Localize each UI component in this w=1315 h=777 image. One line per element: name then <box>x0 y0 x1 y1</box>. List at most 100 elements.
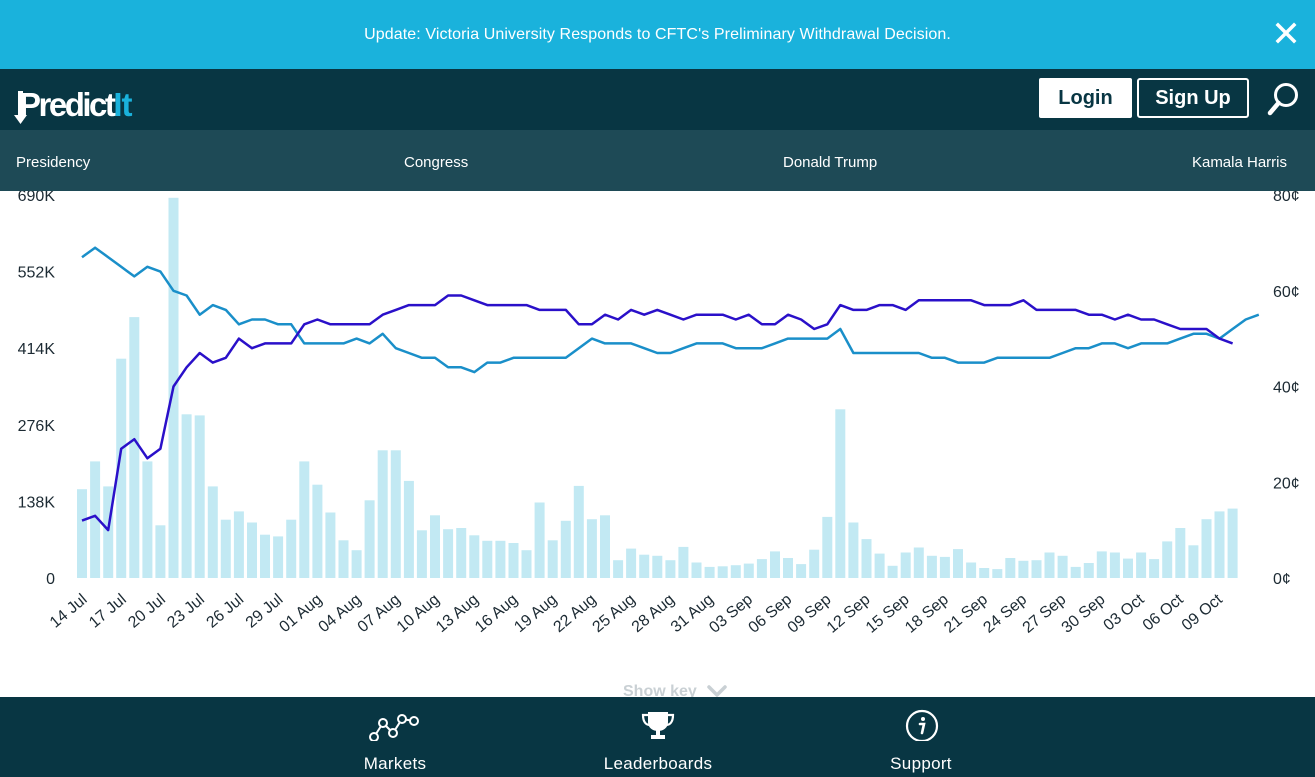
volume-bar <box>443 529 454 578</box>
volume-bar <box>273 536 284 578</box>
volume-bar <box>521 550 532 578</box>
volume-bar <box>103 486 114 578</box>
volume-bar <box>116 358 127 578</box>
x-tick-label: 26 Jul <box>204 591 248 631</box>
volume-bar <box>900 552 911 578</box>
volume-bar <box>573 485 584 578</box>
footer-item-support[interactable]: Support <box>851 697 991 777</box>
announcement-text[interactable]: Update: Victoria University Responds to … <box>364 26 951 43</box>
volume-bar <box>691 562 702 578</box>
volume-bar <box>351 550 362 578</box>
left-axis-volume: 0 138K 276K 414K 552K 690K <box>18 191 56 588</box>
volume-bar <box>913 547 924 578</box>
volume-bar <box>260 534 270 578</box>
volume-bar <box>220 519 231 578</box>
logo-arrow-icon <box>14 91 27 124</box>
volume-bar <box>547 540 558 578</box>
x-tick-label: 14 Jul <box>47 591 91 631</box>
price-line-series-2[interactable] <box>81 294 1234 532</box>
price-history-chart: 0 138K 276K 414K 552K 690K 0¢ 20¢ 40¢ 60¢ 80¢ 14 … <box>18 191 1300 637</box>
volume-bar <box>338 540 349 578</box>
volume-bar <box>848 522 859 578</box>
volume-bar <box>600 515 610 578</box>
footer-item-leaderboards[interactable]: Leaderboards <box>588 697 728 777</box>
predictit-logo[interactable]: PredictIt <box>14 85 154 127</box>
volume-bar <box>142 461 153 578</box>
x-tick-label: 27 Sep <box>1020 591 1070 637</box>
volume-bars <box>77 197 1238 579</box>
x-tick-label: 30 Sep <box>1059 591 1109 637</box>
volume-bar <box>796 564 807 578</box>
volume-bar <box>926 555 937 578</box>
volume-bar <box>626 548 637 578</box>
volume-bar <box>1214 511 1225 578</box>
volume-bar <box>430 515 440 578</box>
volume-bar <box>1070 566 1081 578</box>
volume-bar <box>1136 552 1147 578</box>
markets-icon <box>369 714 419 741</box>
search-icon[interactable] <box>1266 82 1300 118</box>
close-icon[interactable] <box>1269 16 1303 50</box>
price-line-series-1[interactable] <box>81 246 1260 374</box>
y-right-tick-label: 0¢ <box>1273 571 1291 588</box>
x-tick-label: 01 Aug <box>276 591 325 636</box>
volume-bar <box>377 450 388 578</box>
footer-item-markets[interactable]: Markets <box>325 697 465 777</box>
y-left-tick-label: 276K <box>18 418 56 435</box>
volume-bar <box>534 502 545 578</box>
volume-bar <box>233 511 244 578</box>
volume-bar <box>887 565 898 578</box>
y-right-tick-label: 40¢ <box>1273 380 1300 397</box>
volume-bar <box>286 519 297 578</box>
x-tick-label: 12 Sep <box>824 591 874 637</box>
x-tick-label: 06 Sep <box>745 591 795 637</box>
volume-bar <box>469 535 480 578</box>
volume-bar <box>1227 508 1238 578</box>
volume-bar <box>992 569 1003 578</box>
volume-bar <box>364 500 375 578</box>
chevron-down-icon[interactable] <box>706 684 728 698</box>
x-tick-label: 28 Aug <box>629 591 678 636</box>
nav-item-kamala-harris[interactable]: Kamala Harris <box>1191 154 1287 171</box>
volume-bar <box>482 540 493 578</box>
volume-bar <box>678 546 689 578</box>
nav-item-congress[interactable]: Congress <box>404 154 469 171</box>
volume-bar <box>835 409 846 578</box>
volume-bar <box>639 554 650 578</box>
volume-bar <box>416 530 427 578</box>
footer-label-leaderboards: Leaderboards <box>603 754 713 773</box>
info-icon <box>905 709 939 741</box>
right-axis-price: 0¢ 20¢ 40¢ 60¢ 80¢ <box>1273 191 1300 588</box>
volume-bar <box>1096 551 1107 578</box>
x-tick-label: 06 Oct <box>1140 591 1187 635</box>
x-tick-label: 31 Aug <box>668 591 717 636</box>
volume-bar <box>809 549 820 578</box>
volume-bar <box>403 480 414 578</box>
x-tick-label: 18 Sep <box>902 591 952 637</box>
sign-up-button[interactable]: Sign Up <box>1137 78 1249 118</box>
x-tick-label: 25 Aug <box>590 591 639 636</box>
footer-label-support: Support <box>890 754 952 773</box>
y-left-tick-label: 138K <box>18 494 56 511</box>
x-tick-label: 09 Sep <box>785 591 835 637</box>
x-tick-label: 19 Aug <box>511 591 560 636</box>
volume-bar <box>1031 560 1042 578</box>
nav-item-presidency[interactable]: Presidency <box>16 154 91 171</box>
volume-bar <box>717 566 728 578</box>
show-key-toggle[interactable]: Show key <box>623 683 697 700</box>
volume-bar <box>508 543 519 578</box>
volume-bar <box>979 568 990 578</box>
y-left-tick-label: 552K <box>18 265 56 282</box>
volume-bar <box>861 539 872 578</box>
logo-wordmark: PredictIt <box>19 86 133 124</box>
login-button[interactable]: Login <box>1039 78 1132 118</box>
volume-bar <box>704 566 715 578</box>
volume-bar <box>586 519 597 578</box>
logo-accent-text: It <box>113 86 132 123</box>
x-tick-label: 23 Jul <box>164 591 208 631</box>
volume-bar <box>77 489 87 578</box>
nav-item-donald-trump[interactable]: Donald Trump <box>783 154 878 171</box>
volume-bar <box>756 559 767 578</box>
volume-bar <box>181 414 192 578</box>
volume-bar <box>613 560 624 578</box>
